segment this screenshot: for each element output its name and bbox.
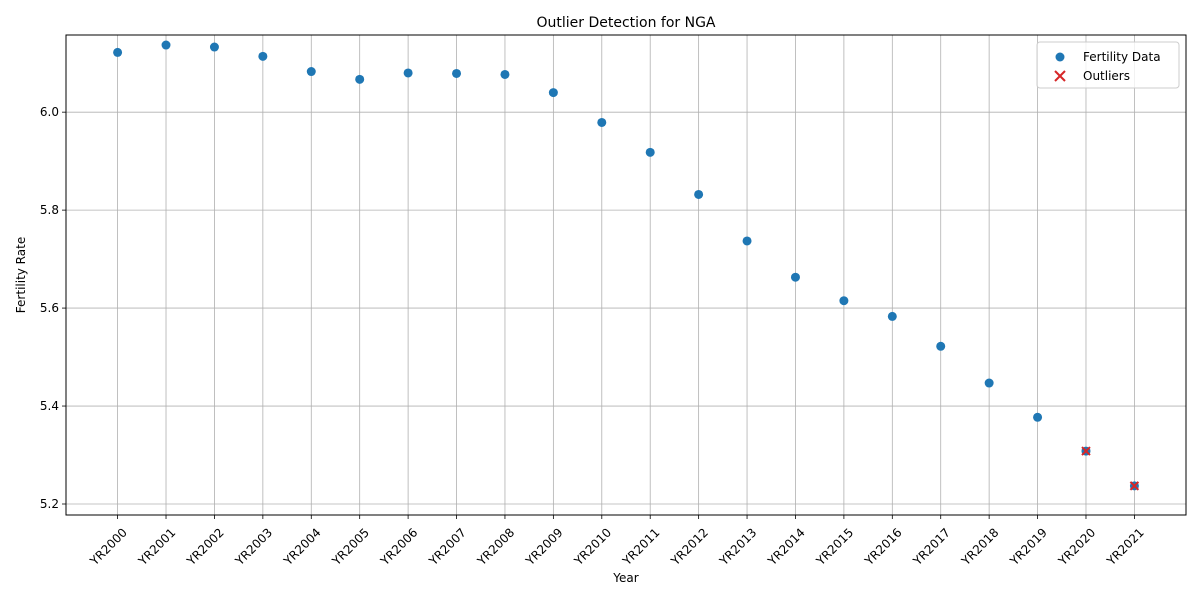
data-point xyxy=(597,117,607,127)
data-point xyxy=(258,51,268,61)
legend: Fertility Data Outliers xyxy=(1036,41,1180,89)
data-point xyxy=(936,341,946,351)
data-point xyxy=(548,88,558,98)
data-point xyxy=(694,189,704,199)
y-tick-label: 5.8 xyxy=(40,203,59,217)
data-point xyxy=(355,74,365,84)
outlier-marker-stroke xyxy=(1129,481,1140,491)
data-points xyxy=(113,40,1140,491)
outlier-marker xyxy=(1129,481,1140,491)
data-point xyxy=(403,68,413,78)
chart-title: Outlier Detection for NGA xyxy=(536,15,715,31)
legend-box xyxy=(1036,41,1180,89)
outlier-marker xyxy=(1081,446,1091,456)
data-point xyxy=(1033,412,1043,422)
data-point xyxy=(887,311,897,321)
data-point xyxy=(742,236,752,246)
plot-area-border xyxy=(65,34,1187,516)
x-axis-label: Year xyxy=(612,571,638,585)
outlier-marker-stroke xyxy=(1081,446,1091,456)
data-point xyxy=(500,69,510,79)
y-tick-label: 5.2 xyxy=(40,497,59,511)
data-point xyxy=(306,67,316,77)
grid-layer xyxy=(66,35,1186,515)
data-point xyxy=(113,47,123,57)
data-point xyxy=(790,272,800,282)
y-tick-label: 6.0 xyxy=(40,105,59,119)
y-tick-label: 5.4 xyxy=(40,399,59,413)
legend-label-outliers: Outliers xyxy=(1083,69,1130,83)
legend-marker-outliers xyxy=(1054,70,1066,82)
data-point xyxy=(452,68,462,78)
y-tick-label: 5.6 xyxy=(40,301,59,315)
legend-marker-fertility-data xyxy=(1055,52,1065,62)
data-point xyxy=(161,40,171,50)
data-point xyxy=(984,378,994,388)
data-point xyxy=(209,42,219,52)
y-axis: 5.2 5.4 5.6 5.8 6.0 xyxy=(40,105,66,511)
legend-label-fertility-data: Fertility Data xyxy=(1083,50,1161,64)
y-axis-label: Fertility Rate xyxy=(14,237,28,313)
data-point xyxy=(645,147,655,157)
data-point xyxy=(839,296,849,306)
axes-frame xyxy=(65,34,1187,516)
